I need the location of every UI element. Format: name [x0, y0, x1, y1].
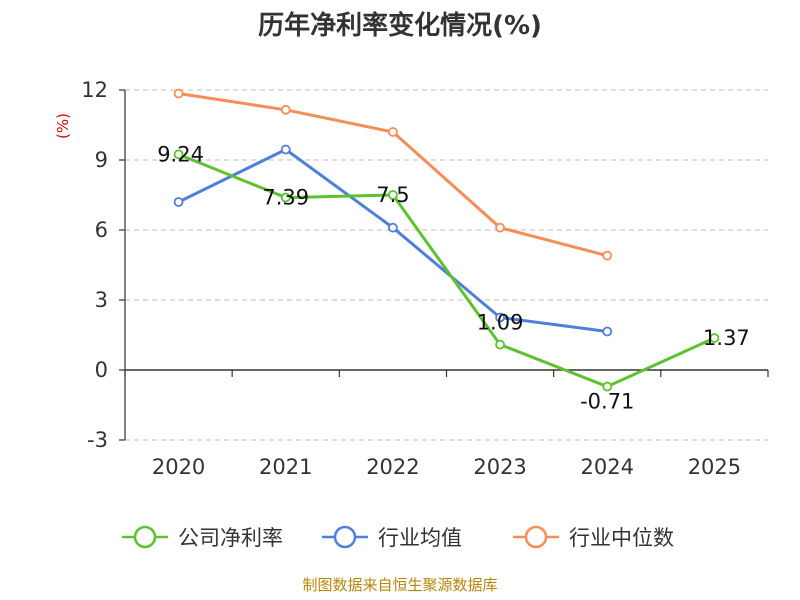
data-point: [495, 222, 505, 233]
series-lines: [173, 88, 720, 392]
data-point: [173, 149, 184, 160]
data-point: [602, 326, 613, 337]
x-tick-label: 2023: [473, 455, 526, 479]
data-point: [280, 192, 291, 203]
data-point: [495, 312, 505, 323]
series-line: [178, 153, 716, 389]
y-tick-label: 6: [95, 218, 108, 242]
legend-label: 行业中位数: [569, 526, 674, 550]
data-point: [280, 104, 291, 115]
y-tick-label: 3: [95, 288, 108, 312]
x-tick-label: 2021: [259, 455, 312, 479]
data-labels: 9.24 7.39 7.5 1.09 -0.71 1.37: [157, 142, 750, 413]
y-axis-ticks: 12 9 6 3 0 -3: [81, 78, 126, 452]
data-point: [388, 190, 398, 200]
series-line: [177, 148, 608, 333]
y-tick-label: 12: [81, 78, 108, 102]
legend-marker: [524, 525, 548, 549]
data-point: [388, 127, 398, 137]
grid-lines: [125, 89, 768, 441]
x-tick-label: 2024: [581, 455, 634, 479]
data-point: [709, 333, 720, 343]
legend-marker: [133, 525, 157, 549]
data-point: [173, 197, 184, 207]
data-point: [602, 250, 613, 261]
x-tick-label: 2025: [688, 455, 741, 479]
x-tick-label: 2020: [152, 455, 205, 479]
y-tick-label: 9: [95, 148, 108, 172]
data-label: 1.09: [477, 311, 524, 335]
data-point: [388, 222, 398, 233]
source-note: 制图数据来自恒生聚源数据库: [302, 576, 497, 594]
y-axis-unit: (%): [54, 113, 72, 139]
x-axis: 2020 2021 2022 2023 2024 2025: [124, 369, 769, 479]
legend-label: 行业均值: [378, 526, 462, 550]
y-tick-label: 0: [95, 358, 108, 382]
data-label: 9.24: [157, 142, 204, 166]
legend-marker: [333, 525, 357, 549]
data-label: -0.71: [580, 390, 634, 414]
data-point: [495, 339, 505, 350]
data-point: [280, 144, 291, 155]
data-point: [173, 88, 184, 99]
data-label: 7.5: [376, 183, 409, 207]
y-tick-label: -3: [87, 428, 108, 452]
data-label: 7.39: [262, 186, 309, 210]
chart-title: 历年净利率变化情况(%): [258, 10, 542, 41]
legend[interactable]: 公司净利率 行业均值 行业中位数: [122, 525, 674, 550]
legend-label: 公司净利率: [178, 526, 283, 550]
data-point: [602, 381, 613, 392]
x-tick-label: 2022: [366, 455, 419, 479]
data-label: 1.37: [703, 326, 750, 350]
